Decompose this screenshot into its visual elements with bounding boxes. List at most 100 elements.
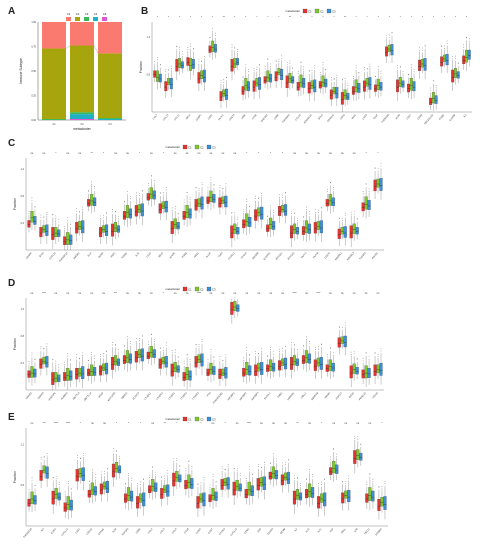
panel-d-significance-label: **** [197,291,201,295]
panel-c-outlier [234,214,236,216]
panel-e-outlier [55,476,57,477]
panel-b-outlier [193,48,194,49]
panel-e-outlier [203,479,205,481]
panel-e-box [196,496,200,509]
panel-c-xtick: PDCD1 [371,251,379,260]
panel-c-outlier [365,183,367,185]
panel-d-xtick: VIRMA [324,391,331,399]
panel-d-outlier [338,326,340,328]
panel-e-outlier [119,458,120,459]
panel-d-outlier [258,352,260,354]
panel-b-outlier [275,61,277,62]
panel-e-box [259,477,263,487]
panel-e-outlier [137,485,138,487]
panel-e-outlier [215,481,217,482]
panel-e-box [344,490,348,499]
panel-c-box [295,227,300,235]
panel-d-xtick: EIF3A [348,391,355,398]
panel-b-box [379,82,383,91]
panel-d-outlier [309,341,310,342]
panel-d-outlier [183,360,185,362]
panel-d-xtick: ZNF217 [335,391,343,400]
panel-c-significance-label: ns [31,152,34,155]
panel-b-outlier [380,73,382,74]
panel-d-significance-label: **** [42,291,46,295]
panel-d-outlier [46,343,48,345]
panel-b-significance-label: * [455,15,456,19]
panel-b-outlier [468,40,470,42]
panel-c-outlier [243,211,245,213]
panel-d-xtick: YTHDC2 [156,391,165,401]
panel-e-outlier [372,478,374,480]
panel-e-outlier [46,455,48,457]
panel-c-outlier [177,213,179,214]
panel-b-box [387,44,391,52]
panel-b-box [277,68,281,76]
panel-c-outlier [189,199,191,201]
panel-c-box [272,221,276,230]
panel-e-outlier [101,471,102,473]
panel-d-outlier [76,356,78,358]
panel-e-outlier [236,470,238,472]
panel-d-box [257,362,261,372]
panel-c-box [379,178,383,191]
panel-c-outlier [365,183,367,185]
panel-c-outlier [273,212,274,213]
panel-e-outlier [104,471,105,472]
panel-e-box [178,474,182,483]
panel-d-outlier [165,344,167,346]
panel-b-xtick: CD47 [207,113,214,120]
panel-d-outlier [28,363,30,365]
panel-b-outlier [303,69,305,70]
panel-d-significance-label: ns [377,292,380,295]
panel-d-box [313,359,317,371]
panel-e-outlier [92,469,93,471]
panel-c-outlier [183,199,185,201]
panel-c-box [182,211,186,220]
panel-e-outlier [197,483,199,485]
panel-e-outlier [333,448,335,449]
panel-c-ylabel: Fraction [13,198,17,210]
panel-e-outlier [233,467,235,469]
panel-e-significance-label: **** [54,421,58,425]
panel-c-box [307,223,311,234]
panel-c-outlier [326,191,328,192]
panel-e-outlier [40,457,42,458]
panel-c-outlier [67,219,69,221]
panel-b-xtick: HLA-C [218,114,225,122]
panel-c-outlier [52,213,54,215]
panel-c-box [128,208,132,219]
panel-b-outlier [314,67,316,69]
panel-c-box [230,225,234,239]
panel-c-outlier [103,215,104,216]
panel-d-outlier [91,351,92,353]
panel-c-box [116,225,121,233]
panel-d-box [304,350,308,363]
panel-b-outlier [388,34,390,36]
panel-b-xtick: VSIR [241,114,247,120]
panel-d-box [319,357,323,370]
panel-d-box [173,362,177,372]
panel-b-outlier [165,68,167,70]
panel-d-outlier [67,353,69,354]
panel-d-xtick: ALKBH5 [60,391,69,400]
panel-e-box [90,482,94,495]
panel-c-ytick: 0.4 [21,222,25,225]
panel-e-outlier [248,466,250,468]
panel-d-box [269,359,273,371]
panel-b-box [351,86,355,95]
panel-e-box [365,493,369,503]
panel-d-box [289,357,294,370]
panel-e-outlier [209,484,211,486]
panel-b-xtick: PDCD1LG2 [424,113,435,125]
panel-c-outlier [40,216,42,218]
panel-c-box [319,220,323,234]
panel-c-xtick: ITGB2 [181,251,188,259]
panel-b-outlier [204,56,205,57]
panel-d-outlier [76,354,78,356]
panel-b-outlier [446,40,448,42]
panel-b-xtick: TIGIT [373,113,380,120]
panel-e-outlier [28,489,30,490]
panel-a-bar-segment [70,114,94,120]
panel-d-outlier [91,354,92,356]
